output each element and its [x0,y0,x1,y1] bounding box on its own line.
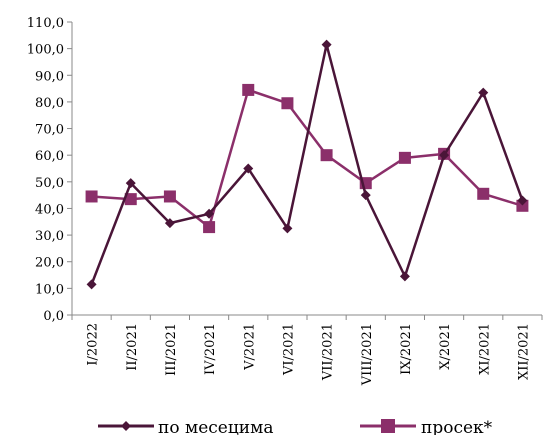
x-tick-label: V/2021 [242,323,257,371]
data-point-average [124,193,137,206]
x-tick-label: X/2021 [438,323,453,370]
legend: по месецима просек* [98,418,493,435]
y-tick-label: 70,0 [35,123,64,138]
series-monthly [86,39,528,290]
data-point-average [281,97,294,110]
legend-marker-average [381,419,395,433]
data-point-monthly [243,163,254,174]
legend-item-monthly: по месецима [98,418,273,435]
y-tick-label: 0,0 [43,309,64,324]
data-point-average [320,149,333,162]
y-tick-label: 60,0 [35,149,64,164]
x-tick-label: IV/2021 [203,323,218,375]
y-tick-label: 10,0 [35,282,64,297]
legend-label-monthly: по месецима [158,418,273,435]
x-axis: I/2022 II/2021 III/2021 IV/2021 V/2021 VI/202… [71,314,543,386]
legend-item-average: просек* [360,418,493,435]
data-point-average [477,187,490,200]
data-point-average [203,221,216,234]
data-point-monthly [517,195,528,206]
y-tick-label: 50,0 [35,176,64,191]
y-tick-label: 90,0 [35,69,64,84]
x-tick-label: II/2021 [125,323,140,371]
series-layer [85,39,529,290]
y-tick-label: 40,0 [35,202,64,217]
x-tick-label: III/2021 [164,323,179,376]
x-tick-label: XII/2021 [516,323,531,380]
data-point-monthly [86,279,97,290]
x-tick-label: VIII/2021 [360,323,375,386]
data-point-monthly [164,218,175,229]
data-point-average [163,190,176,203]
data-point-average [516,199,529,212]
y-tick-label: 30,0 [35,229,64,244]
data-point-monthly [125,178,136,189]
y-axis: 0,0 10,0 20,0 30,0 40,0 50,0 60,0 70,0 80,0 90,0 1… [27,16,73,324]
x-tick-label: XI/2021 [477,323,492,375]
data-point-monthly [282,223,293,234]
y-tick-label: 100,0 [27,43,64,58]
x-tick-label: VII/2021 [321,323,336,381]
y-tick-label: 80,0 [35,96,64,111]
data-point-average [398,151,411,164]
data-point-monthly [204,208,215,219]
x-tick-label: IX/2021 [399,323,414,375]
series-average [85,83,529,234]
series-line-average [91,88,523,229]
x-tick-label: I/2022 [86,323,101,366]
legend-label-average: просек* [421,418,493,435]
y-tick-label: 110,0 [27,16,64,31]
legend-marker-monthly [121,421,131,431]
data-point-average [242,83,255,96]
data-point-monthly [478,87,489,98]
x-tick-label: VI/2021 [281,323,296,376]
series-line-monthly [90,43,524,285]
data-point-monthly [439,150,450,161]
data-point-monthly [399,271,410,282]
data-point-monthly [321,39,332,50]
y-tick-label: 20,0 [35,256,64,271]
data-point-monthly [360,190,371,201]
data-point-average [85,190,98,203]
